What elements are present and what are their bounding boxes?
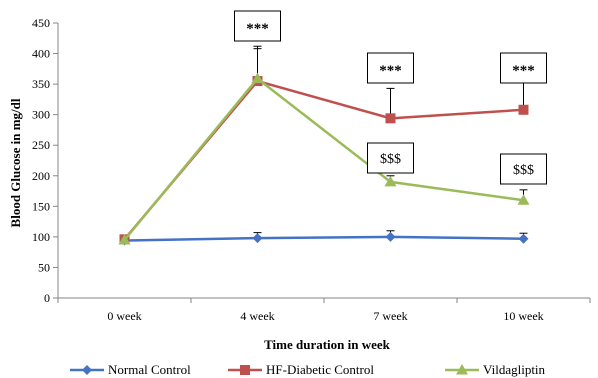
y-tick-label: 100 <box>32 230 50 244</box>
legend-label: Normal Control <box>108 362 191 377</box>
legend-item-2: Vildagliptin <box>445 362 546 377</box>
data-point <box>385 113 396 124</box>
legend-item-1: HF-Diabetic Control <box>228 362 374 377</box>
legend-label: HF-Diabetic Control <box>266 362 374 377</box>
legend-swatch-marker <box>82 365 92 375</box>
annotation-frame <box>500 153 547 185</box>
series-0 <box>119 230 529 246</box>
x-tick-label: 0 week <box>107 309 141 323</box>
data-point <box>251 72 264 84</box>
legend-item-0: Normal Control <box>70 362 191 377</box>
series-line <box>123 79 524 241</box>
data-point <box>517 194 530 205</box>
data-point <box>252 233 263 244</box>
x-axis-ticks: 0 week 4 week 7 week 10 week <box>57 298 591 323</box>
annotation-box: $$$ <box>500 153 547 185</box>
data-point <box>118 233 131 245</box>
y-tick-label: 200 <box>32 169 50 183</box>
annotation-box: *** <box>367 52 414 84</box>
annotation-frame <box>500 52 547 84</box>
series-2 <box>118 48 530 245</box>
legend-swatch-marker <box>456 364 468 375</box>
annotation-box: $$$ <box>367 142 414 174</box>
legend-label: Vildagliptin <box>483 362 546 377</box>
annotation-box: *** <box>234 10 281 42</box>
x-tick-label: 7 week <box>373 309 407 323</box>
x-axis-title: Time duration in week <box>264 337 391 352</box>
series-line <box>123 76 524 241</box>
annotation-label: $$$ <box>513 163 534 178</box>
series-layer <box>118 45 530 246</box>
data-point <box>518 104 529 115</box>
series-line <box>124 235 524 242</box>
y-tick-label: 250 <box>32 138 50 152</box>
y-tick-label: 300 <box>32 108 50 122</box>
data-point <box>385 231 396 242</box>
legend: Normal Control HF-Diabetic Control Vildagl… <box>70 362 546 377</box>
annotation-label: $$$ <box>380 152 401 167</box>
y-axis-title: Blood Glucose in mg/dl <box>8 98 23 227</box>
annotation-frame <box>367 52 414 84</box>
y-tick-label: 50 <box>38 260 50 274</box>
y-tick-label: 450 <box>32 16 50 30</box>
y-axis-ticks: 0 50 100 150 200 250 300 350 400 450 <box>32 16 58 305</box>
data-point <box>518 233 529 244</box>
y-tick-label: 150 <box>32 199 50 213</box>
y-tick-label: 350 <box>32 77 50 91</box>
annotation-frame <box>367 142 414 174</box>
legend-swatch-marker <box>240 365 250 375</box>
annotation-box: *** <box>500 52 547 84</box>
annotation-frame <box>234 10 281 42</box>
annotations: *** *** *** $$$ $$$ <box>234 10 547 185</box>
annotation-label: *** <box>379 63 402 79</box>
annotation-label: *** <box>512 63 535 79</box>
y-tick-label: 0 <box>44 291 50 305</box>
x-tick-label: 4 week <box>240 309 274 323</box>
annotation-label: *** <box>246 21 269 37</box>
data-point <box>384 175 397 187</box>
x-tick-label: 10 week <box>503 309 543 323</box>
y-tick-label: 400 <box>32 47 50 61</box>
series-1 <box>119 45 529 245</box>
